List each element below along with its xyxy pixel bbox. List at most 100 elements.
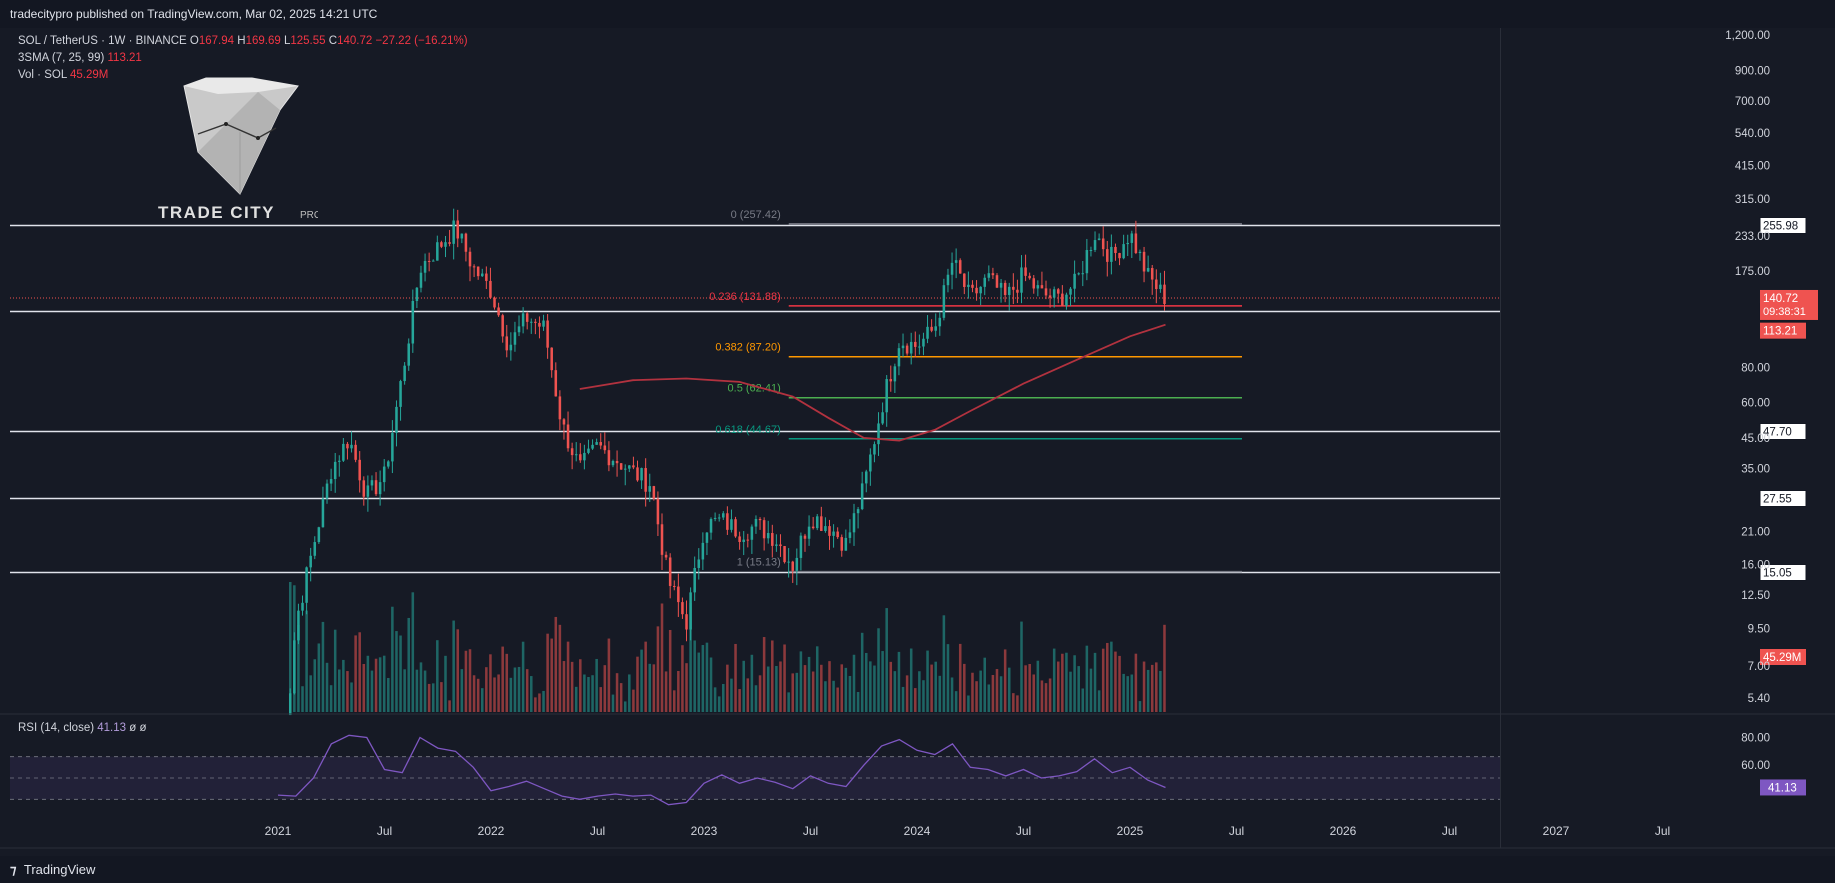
fib-level-label: 0.382 (87.20) (715, 342, 780, 354)
volume-bar (595, 658, 598, 712)
volume-bar (370, 670, 374, 712)
volume-bar (534, 697, 537, 712)
volume-bar (758, 675, 762, 712)
volume-bar (971, 672, 974, 712)
volume-bar (431, 683, 435, 712)
candle-body (542, 320, 545, 327)
volume-bar (901, 686, 905, 712)
volume-bar (873, 665, 876, 712)
candle-body (1159, 284, 1162, 290)
volume-bar (1106, 642, 1109, 712)
volume-bar (730, 678, 733, 712)
sma-badge (1760, 322, 1806, 339)
volume-bar (623, 701, 627, 712)
sma-badge-label: 113.21 (1763, 326, 1797, 338)
candle-body (346, 443, 349, 449)
vol-value: 45.29M (70, 69, 109, 81)
candle-body (664, 554, 668, 558)
volume-bar (1081, 688, 1085, 712)
legend-volume[interactable]: Vol · SOL 45.29M (18, 69, 108, 81)
y-tick-label: 700.00 (1735, 96, 1770, 108)
volume-bar (468, 649, 472, 712)
volume-bar (750, 654, 754, 712)
fibonacci-retracement: 0 (257.42) 0.236 (131.88) 0.382 (87.20) 0.5… (709, 209, 1242, 573)
volume-bar (1065, 652, 1068, 712)
volume-bar (574, 686, 578, 712)
y-tick-label: 80.00 (1741, 362, 1770, 374)
legend-open: 167.94 (198, 35, 235, 47)
y-tick-label: 233.00 (1735, 231, 1770, 243)
volume-bar (636, 656, 639, 712)
candle-body (1118, 253, 1121, 259)
level-badge-label: 27.55 (1763, 494, 1792, 506)
volume-bar (799, 651, 803, 712)
volume-bar (1163, 624, 1166, 712)
volume-bars (288, 582, 1166, 712)
volume-bar (354, 635, 357, 712)
volume-bar (325, 662, 329, 712)
candle-body (771, 533, 774, 546)
fib-level-label: 1 (15.13) (737, 557, 781, 569)
volume-bar (395, 631, 398, 712)
candle-body (591, 444, 594, 449)
volume-bar (587, 676, 590, 712)
legend-symbol[interactable]: SOL / TetherUS · 1W · BINANCE (18, 35, 187, 47)
volume-bar (1032, 674, 1036, 712)
candle-body (595, 442, 598, 445)
volume-bar (869, 661, 872, 712)
candle-body (366, 485, 370, 497)
volume-bar (856, 691, 860, 712)
legend-close-label: C (328, 35, 338, 47)
footer-brand[interactable]: TradingView (23, 862, 96, 877)
volume-bar (619, 683, 623, 712)
volume-bar (583, 674, 586, 712)
candle-body (909, 341, 913, 354)
volume-bar (599, 687, 602, 712)
candle-body (1016, 289, 1019, 293)
candle-body (730, 519, 733, 530)
candle-body (893, 366, 897, 382)
volume-bar (611, 694, 615, 712)
candle-body (419, 272, 423, 288)
candle-body (1097, 238, 1101, 241)
candle-body (791, 561, 794, 571)
volume-bar (399, 635, 402, 712)
candle-body (864, 471, 868, 484)
candle-body (1085, 250, 1089, 274)
volume-bar (836, 687, 839, 712)
candle-body (1052, 289, 1056, 298)
x-tick-label: 2027 (1543, 824, 1570, 838)
volume-bar (656, 626, 660, 712)
legend-ohlc: SOL / TetherUS · 1W · BINANCE O167.94 H1… (18, 35, 468, 47)
volume-bar (889, 661, 893, 712)
legend-sma[interactable]: 3SMA (7, 25, 99) 113.21 (18, 52, 142, 64)
candle-body (460, 233, 464, 239)
candle-body (293, 640, 296, 694)
volume-bar (689, 602, 692, 712)
volume-bar (672, 690, 676, 712)
y-tick-label: 7.00 (1748, 661, 1770, 673)
volume-bar (615, 673, 619, 712)
volume-bar (1056, 661, 1060, 712)
legend-rsi[interactable]: RSI (14, close) 41.13 ø ø (18, 722, 147, 734)
candle-body (415, 287, 419, 301)
volume-bar (1020, 621, 1023, 712)
candle-body (640, 468, 643, 481)
chart-panel[interactable] (0, 28, 1835, 856)
candle-body (333, 461, 337, 480)
volume-bar (967, 695, 970, 712)
level-badge (1759, 423, 1807, 440)
candle-body (615, 460, 619, 464)
volume-bar (791, 673, 794, 712)
candle-body (799, 535, 803, 558)
volume-bar (983, 657, 986, 712)
volume-bar (1155, 662, 1158, 712)
volume-bar (1052, 648, 1056, 712)
candle-body (509, 344, 513, 351)
volume-bar (779, 661, 782, 712)
candle-body (717, 517, 721, 519)
candle-body (828, 526, 831, 536)
candle-body (378, 482, 382, 495)
volume-bar (301, 686, 304, 712)
